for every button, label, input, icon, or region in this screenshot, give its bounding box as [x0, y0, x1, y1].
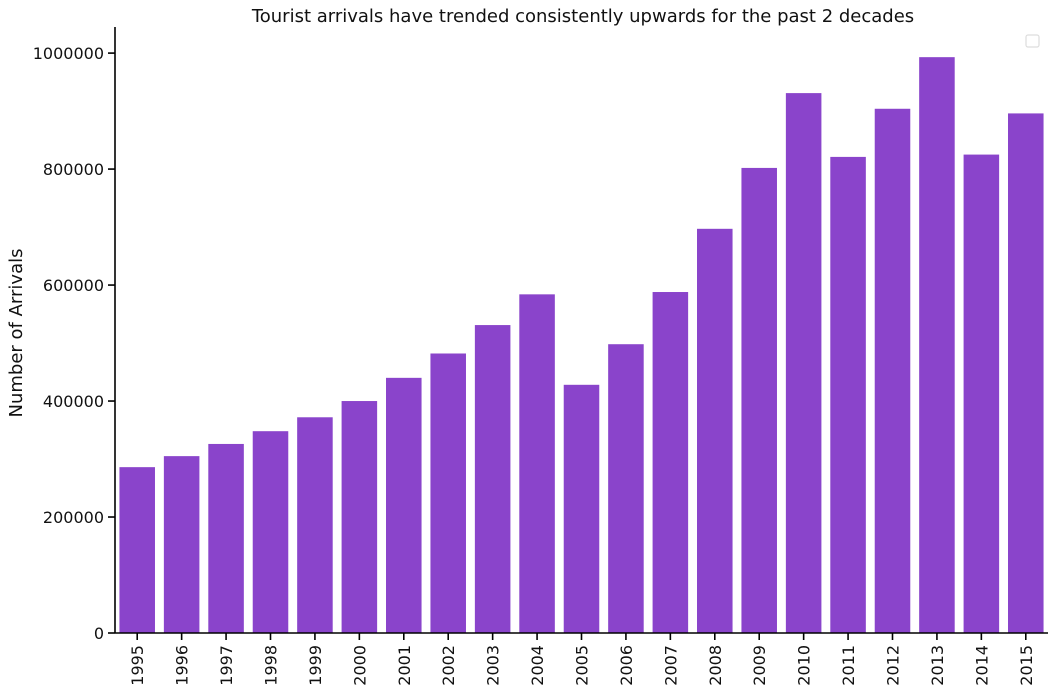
- x-tick-label-1999: 1999: [306, 645, 325, 686]
- x-tick-label-2014: 2014: [972, 645, 991, 686]
- y-axis-ticks: 0 200000 400000 600000 800000 1000000: [33, 44, 115, 643]
- x-tick-label-2013: 2013: [928, 645, 947, 686]
- bar-2003: [474, 325, 511, 633]
- bar-1995: [119, 467, 155, 633]
- x-tick-label-2007: 2007: [661, 645, 680, 686]
- y-tick-label-0: 0: [94, 624, 104, 643]
- x-tick-label-2010: 2010: [795, 645, 814, 686]
- x-tick-label-2000: 2000: [350, 645, 369, 686]
- bar-1999: [297, 417, 333, 633]
- x-tick-label-2005: 2005: [573, 645, 592, 686]
- y-axis-label: Number of Arrivals: [6, 249, 27, 418]
- x-tick-label-1996: 1996: [173, 645, 192, 686]
- x-tick-label-2015: 2015: [1017, 645, 1036, 686]
- bar-2008: [697, 228, 733, 633]
- bar-1997: [208, 443, 244, 633]
- y-tick-label-600000: 600000: [43, 276, 104, 295]
- bar-2007: [652, 292, 689, 633]
- legend-box: [1025, 34, 1040, 48]
- bar-2013: [919, 57, 955, 634]
- bar-1998: [252, 431, 289, 633]
- y-tick-label-1000000: 1000000: [33, 44, 104, 63]
- x-tick-label-2001: 2001: [395, 645, 414, 686]
- bar-2004: [519, 294, 555, 633]
- y-tick-label-400000: 400000: [43, 392, 104, 411]
- y-tick-label-800000: 800000: [43, 160, 104, 179]
- bar-1996: [163, 456, 200, 633]
- bar-2011: [830, 156, 866, 633]
- bar-2001: [386, 377, 422, 633]
- x-tick-label-1995: 1995: [128, 645, 147, 686]
- y-tick-label-200000: 200000: [43, 508, 104, 527]
- bar-2006: [608, 344, 644, 633]
- chart-title: Tourist arrivals have trended consistent…: [251, 6, 914, 27]
- x-tick-label-2006: 2006: [617, 645, 636, 686]
- x-tick-label-1997: 1997: [217, 645, 236, 686]
- x-tick-label-2002: 2002: [439, 645, 458, 686]
- x-tick-label-2004: 2004: [528, 645, 547, 686]
- bar-2000: [341, 401, 378, 633]
- x-tick-label-2012: 2012: [884, 645, 903, 686]
- bar-2012: [874, 108, 911, 633]
- bar-2002: [430, 353, 466, 633]
- bar-2009: [741, 167, 777, 634]
- x-axis-ticks: 1995 1996 1997 1998 1999 2000 2001 2002 2003 2004…: [128, 633, 1036, 686]
- x-tick-label-2011: 2011: [839, 645, 858, 686]
- bar-2005: [563, 384, 600, 633]
- x-tick-label-2009: 2009: [750, 645, 769, 686]
- bars-group: [119, 57, 1044, 634]
- x-tick-label-1998: 1998: [262, 645, 281, 686]
- bar-2014: [963, 154, 1000, 633]
- x-tick-label-2008: 2008: [706, 645, 725, 686]
- x-tick-label-2003: 2003: [484, 645, 503, 686]
- bar-2015: [1008, 113, 1044, 633]
- bar-2010: [785, 93, 822, 634]
